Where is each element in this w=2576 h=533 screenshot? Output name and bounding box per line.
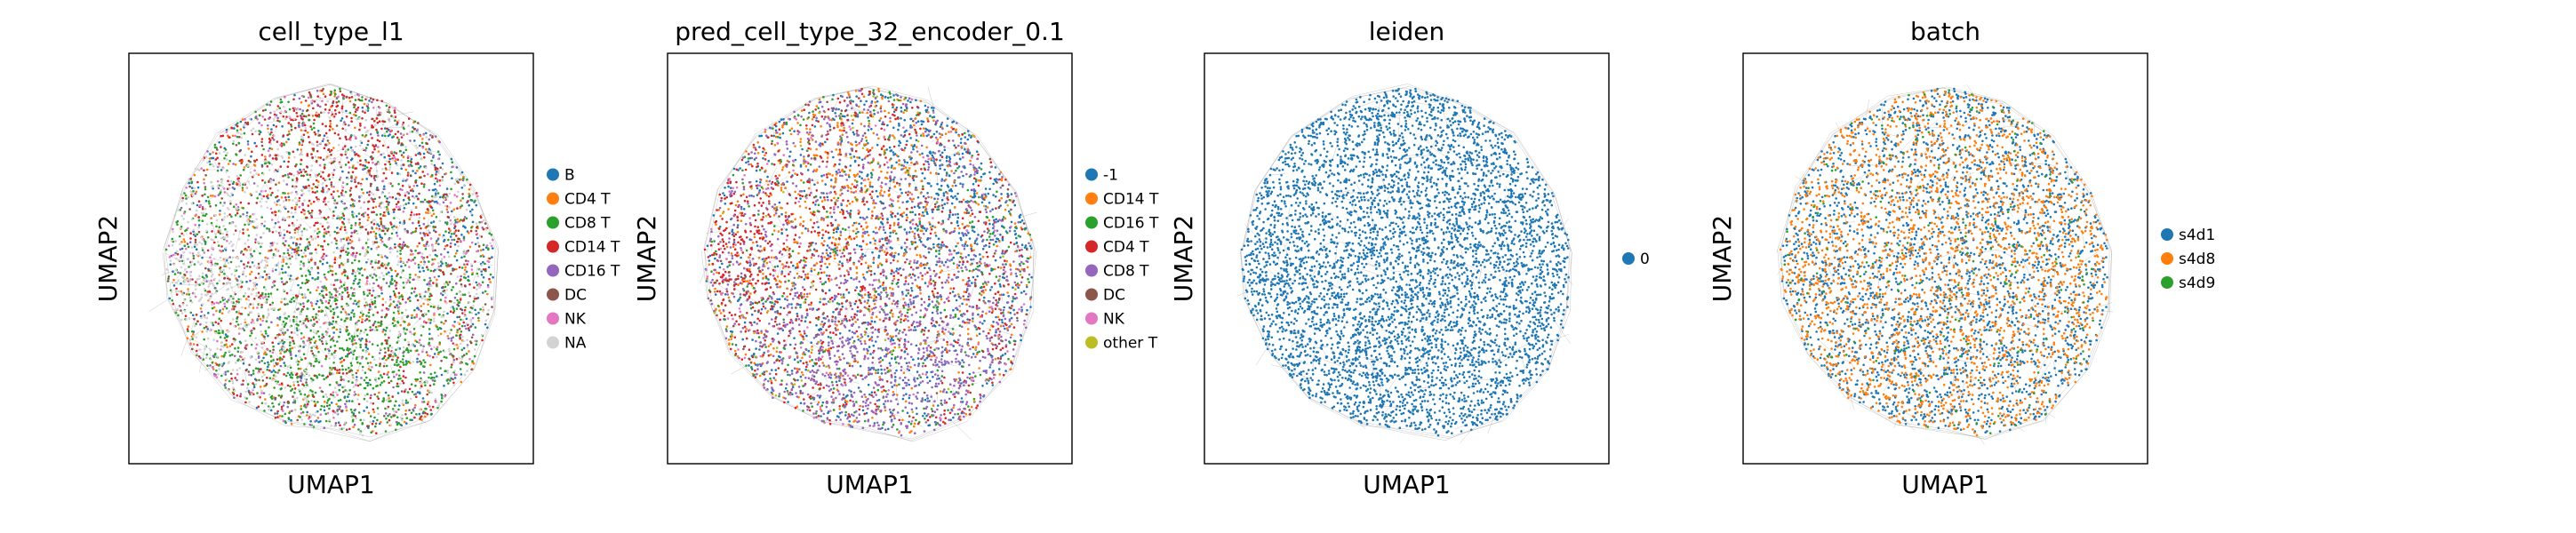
umap-panel-1: cell_type_l1 UMAP1 UMAP2 B CD4 T CD8 T CD14 T C… [93,17,620,499]
umap-panel-2: pred_cell_type_32_encoder_0.1 UMAP1 UMAP2 -… [632,17,1159,499]
legend-marker [547,240,559,253]
legend-marker [1085,168,1098,181]
points-cd14-t [172,89,491,434]
points-cd16-t [708,89,1033,431]
legend-marker [1085,288,1098,301]
legend-label: DC [1103,287,1125,305]
legend-label: CD8 T [564,215,611,233]
y-axis-label: UMAP2 [1169,215,1198,303]
legend-label: CD16 T [1103,215,1159,233]
points-na [165,92,494,437]
legend-marker [1085,192,1098,205]
legend-marker [547,264,559,277]
graph-edges [1236,84,1573,443]
panel-title: leiden [1369,17,1445,46]
axes-frame [128,52,534,465]
legend-label: other T [1103,335,1158,353]
legend-marker [1085,264,1098,277]
y-axis-label: UMAP2 [1708,215,1737,303]
points-s4d1 [1780,87,2108,434]
x-axis-label: UMAP1 [826,470,914,499]
legend-label: CD4 T [564,191,611,209]
legend-marker [2161,252,2173,265]
graph-edges [1776,84,2114,445]
legend-marker [547,192,559,205]
panel-title: batch [1910,17,1980,46]
legend-marker [1085,312,1098,325]
legend-label: 0 [1640,251,1650,268]
points-nk [167,94,494,426]
legend: s4d1 s4d8 s4d9 [2161,227,2215,292]
x-axis-label: UMAP1 [287,470,375,499]
legend-label: s4d8 [2179,251,2215,268]
legend: B CD4 T CD8 T CD14 T CD16 T DC NK NA [547,167,620,353]
panel-title: pred_cell_type_32_encoder_0.1 [675,17,1065,46]
legend-label: CD16 T [564,263,620,281]
axes-frame [1742,52,2148,465]
legend-marker [547,216,559,229]
legend-label: NA [564,335,587,353]
points-cd14-t [706,87,1033,434]
legend-label: DC [564,287,587,305]
legend-marker [2161,228,2173,241]
legend-marker [547,168,559,181]
umap-panel-3: leiden UMAP1 UMAP2 0 [1169,17,1650,499]
legend-label: s4d1 [2179,227,2215,244]
legend-marker [547,312,559,325]
points-s4d8 [1779,89,2108,437]
legend-label: NK [564,311,587,329]
legend-label: s4d9 [2179,274,2215,292]
x-axis-label: UMAP1 [1363,470,1451,499]
panel-title: cell_type_l1 [258,17,404,46]
legend-marker [547,288,559,301]
legend-marker [1622,252,1635,265]
legend-label: CD8 T [1103,263,1149,281]
points-cd8-t [707,89,1032,437]
umap-panel-4: batch UMAP1 UMAP2 s4d1 s4d8 s4d9 [1708,17,2215,499]
legend-label: CD14 T [1103,191,1159,209]
y-axis-label: UMAP2 [632,215,661,303]
legend: -1 CD14 T CD16 T CD4 T CD8 T DC NK other T [1085,167,1159,353]
legend-label: B [564,167,575,185]
legend-marker [1085,216,1098,229]
legend-label: CD4 T [1103,239,1149,257]
axes-frame [1204,52,1610,465]
axes-frame [667,52,1073,465]
legend-marker [547,336,559,349]
legend-label: NK [1103,311,1125,329]
legend: 0 [1622,251,1650,268]
points-0 [1240,87,1570,437]
points-nk [705,98,1026,433]
points-s4d9 [1783,89,2094,434]
legend-marker [1085,336,1098,349]
legend-marker [1085,240,1098,253]
legend-marker [2161,276,2173,289]
y-axis-label: UMAP2 [93,215,123,303]
legend-label: CD14 T [564,239,620,257]
points-other-t [713,95,1022,414]
legend-label: -1 [1103,167,1118,185]
x-axis-label: UMAP1 [1901,470,1989,499]
